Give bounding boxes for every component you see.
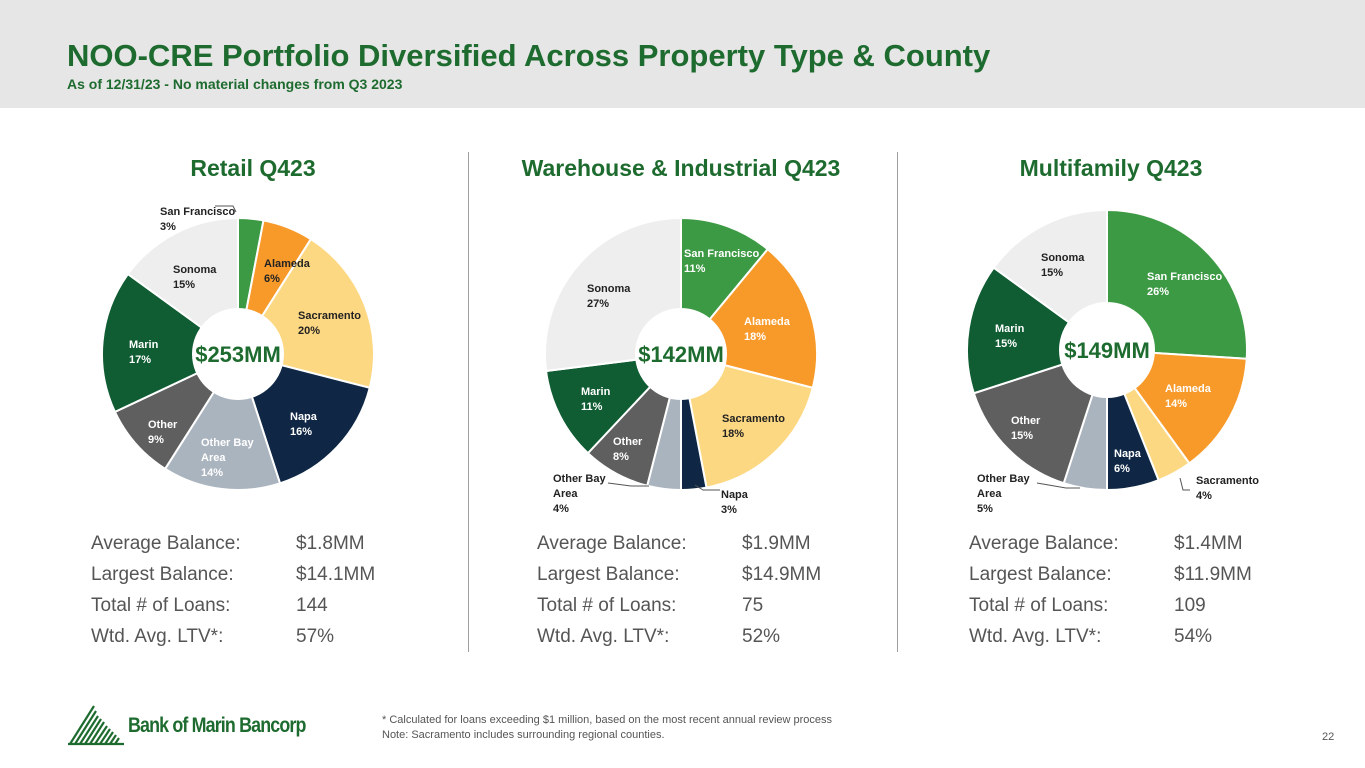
stat-value: 54% <box>1174 626 1213 647</box>
column-divider <box>897 152 898 652</box>
stat-label: Largest Balance: <box>537 564 680 585</box>
data-label-sonoma: Sonoma 15% <box>173 264 217 291</box>
stat-value: $1.9MM <box>742 533 811 554</box>
slice-sacramento <box>679 352 814 489</box>
multifamily-panel: Multifamily Q423 $149MM San Francisco 26% A… <box>901 145 1321 665</box>
retail-panel: Retail Q423 $253MM San Francisco 3% Alameda… <box>43 145 463 665</box>
center-total-label: $253MM <box>195 342 281 367</box>
logo-text: Bank of Marin Bancorp <box>128 714 306 737</box>
center-total-label: $142MM <box>638 342 724 367</box>
page-number: 22 <box>1322 731 1335 743</box>
stat-value: $1.8MM <box>296 533 365 554</box>
column-divider <box>468 152 469 652</box>
data-label-marin: Marin 17% <box>129 339 159 366</box>
data-label-alameda: Alameda 14% <box>1165 383 1212 410</box>
mountain-logo-icon <box>68 705 124 746</box>
stat-value: $14.9MM <box>742 564 822 585</box>
slice-marin <box>101 272 240 414</box>
data-label-sacramento: Sacramento 18% <box>722 413 785 440</box>
donut-hole <box>635 308 727 400</box>
data-label-other: Other 15% <box>1011 415 1041 442</box>
stat-value: 57% <box>296 626 335 647</box>
footnote-sacramento: Note: Sacramento includes surrounding re… <box>382 729 665 741</box>
warehouse-industrial-panel: Warehouse & Industrial Q423 $142MM San Fr… <box>471 145 891 665</box>
data-label-alameda: Alameda 18% <box>744 316 791 343</box>
stat-value: 144 <box>296 595 328 616</box>
header-band: NOO-CRE Portfolio Diversified Across Pro… <box>0 0 1365 108</box>
retail-donut-chart: $253MM San Francisco 3% Alameda 6% Sacramento… <box>101 205 375 491</box>
stat-label: Average Balance: <box>91 533 241 554</box>
data-label-other-bay-area: Other Bay Area 14% <box>201 437 254 479</box>
leader-line <box>694 484 720 491</box>
page-title: NOO-CRE Portfolio Diversified Across Pro… <box>67 38 991 73</box>
leader-line <box>1036 482 1080 489</box>
donut-hole <box>1059 302 1155 398</box>
stat-label: Wtd. Avg. LTV*: <box>91 626 224 647</box>
stat-value: 52% <box>742 626 781 647</box>
data-label-alameda: Alameda 6% <box>264 258 311 285</box>
stat-label: Total # of Loans: <box>91 595 231 616</box>
data-label-sacramento: Sacramento 20% <box>298 310 361 337</box>
data-label-other: Other 8% <box>613 436 643 463</box>
stat-label: Average Balance: <box>969 533 1119 554</box>
data-label-napa: Napa 16% <box>290 411 318 438</box>
stat-label: Total # of Loans: <box>537 595 677 616</box>
data-label-san-francisco: San Francisco 26% <box>1147 271 1222 298</box>
data-label-sonoma: Sonoma 15% <box>1041 252 1085 279</box>
chart-title: Multifamily Q423 <box>1019 155 1203 181</box>
chart-title: Warehouse & Industrial Q423 <box>521 155 841 181</box>
center-total-label: $149MM <box>1064 338 1150 363</box>
stat-value: 75 <box>742 595 764 616</box>
chart-title: Retail Q423 <box>190 155 316 181</box>
stat-label: Wtd. Avg. LTV*: <box>537 626 670 647</box>
data-label-sacramento: Sacramento 4% <box>1196 475 1259 502</box>
donut-hole <box>192 308 284 400</box>
slice-napa <box>236 352 371 485</box>
stat-label: Wtd. Avg. LTV*: <box>969 626 1102 647</box>
data-label-san-francisco: San Francisco 11% <box>684 248 759 275</box>
stat-value: $11.9MM <box>1174 564 1252 585</box>
stat-value: $14.1MM <box>296 564 376 585</box>
data-label-sonoma: Sonoma 27% <box>587 283 631 310</box>
stat-label: Total # of Loans: <box>969 595 1109 616</box>
leader-line <box>215 205 237 213</box>
data-label-other-bay-area: Other Bay Area 4% <box>553 473 606 515</box>
data-label-other: Other 9% <box>148 419 178 446</box>
footnote-ltv: * Calculated for loans exceeding $1 mill… <box>382 714 833 726</box>
leader-line <box>1179 477 1190 491</box>
multifamily-donut-chart: $149MM San Francisco 26% Alameda 14% Sacramen… <box>966 208 1259 515</box>
stat-label: Largest Balance: <box>969 564 1112 585</box>
stat-value: 109 <box>1174 595 1206 616</box>
data-label-napa: Napa 6% <box>1114 448 1142 475</box>
stat-label: Average Balance: <box>537 533 687 554</box>
stat-value: $1.4MM <box>1174 533 1243 554</box>
data-label-napa: Napa 3% <box>721 489 749 516</box>
data-label-other-bay-area: Other Bay Area 5% <box>977 473 1030 515</box>
data-label-marin: Marin 11% <box>581 386 611 413</box>
warehouse-donut-chart: $142MM San Francisco 11% Alameda 18% Sacramen… <box>544 216 818 516</box>
data-label-marin: Marin 15% <box>995 323 1025 350</box>
page-subtitle: As of 12/31/23 - No material changes fro… <box>67 76 403 92</box>
bank-logo: Bank of Marin Bancorp <box>68 704 308 746</box>
stat-label: Largest Balance: <box>91 564 234 585</box>
leader-line <box>607 482 649 487</box>
data-label-san-francisco: San Francisco 3% <box>160 206 235 233</box>
